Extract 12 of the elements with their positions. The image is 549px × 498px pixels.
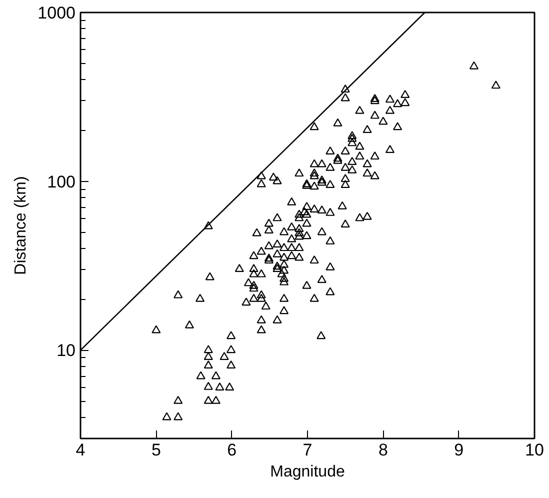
y-tick-label: 10 — [56, 341, 76, 360]
x-tick-label: 4 — [76, 440, 86, 460]
x-tick-label: 10 — [525, 440, 544, 460]
x-tick-label: 6 — [227, 440, 237, 460]
y-tick-label: 1000 — [38, 4, 76, 22]
x-tick-label: 5 — [151, 440, 161, 460]
y-tick-label: 100 — [47, 172, 76, 192]
x-tick-label: 7 — [302, 440, 312, 460]
x-tick-label: 8 — [378, 440, 388, 460]
x-axis-title: Magnitude — [270, 464, 345, 480]
y-axis-title: Distance (km) — [12, 176, 30, 275]
x-tick-label: 9 — [454, 440, 464, 460]
